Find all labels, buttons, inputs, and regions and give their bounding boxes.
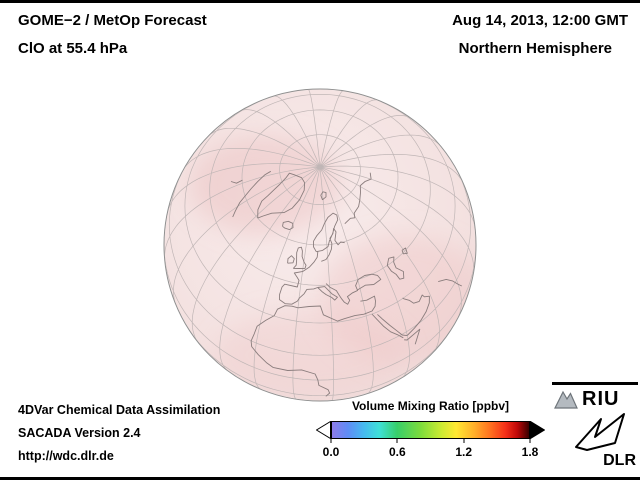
over-range-arrow-icon [530, 421, 545, 439]
top-border [0, 0, 640, 3]
plot-title-line2: ClO at 55.4 hPa [18, 40, 128, 57]
colorbar-tick-marks [330, 439, 531, 444]
colorbar-over-arrow [530, 421, 545, 439]
plot-region: Northern Hemisphere [458, 40, 612, 57]
dlr-logo-text: DLR [603, 452, 636, 469]
colorbar-tick-label: 1.2 [455, 445, 472, 459]
footer-url: http://wdc.dlr.de [18, 449, 114, 463]
colorbar [316, 421, 545, 439]
colorbar-tick-label: 1.8 [521, 445, 539, 459]
colorbar-under-arrow [316, 421, 331, 439]
riu-mountain-icon [554, 390, 578, 409]
colorbar-title: Volume Mixing Ratio [ppbv] [351, 399, 510, 413]
dlr-emblem-icon [575, 413, 625, 451]
riu-logo: RIU [554, 388, 619, 409]
colorbar-tick-mark [529, 439, 531, 443]
footer-assimilation: 4DVar Chemical Data Assimilation [18, 403, 221, 417]
colorbar-tick-labels: 0.0 0.6 1.2 1.8 [323, 445, 539, 461]
plot-title-line1: GOME−2 / MetOp Forecast [18, 12, 207, 29]
colorbar-tick-mark [330, 439, 332, 443]
riu-logo-rule [552, 382, 638, 385]
colorbar-tick-mark [396, 439, 398, 443]
footer-version: SACADA Version 2.4 [18, 426, 141, 440]
bottom-border [0, 477, 640, 480]
plot-datetime: Aug 14, 2013, 12:00 GMT [452, 12, 628, 29]
riu-logo-text: RIU [582, 388, 620, 410]
under-range-arrow-icon [316, 421, 331, 439]
colorbar-tick-label: 0.0 [322, 445, 340, 459]
colorbar-tick-mark [463, 439, 465, 443]
colorbar-tick-label: 0.6 [388, 445, 406, 459]
colorbar-gradient [331, 421, 530, 439]
